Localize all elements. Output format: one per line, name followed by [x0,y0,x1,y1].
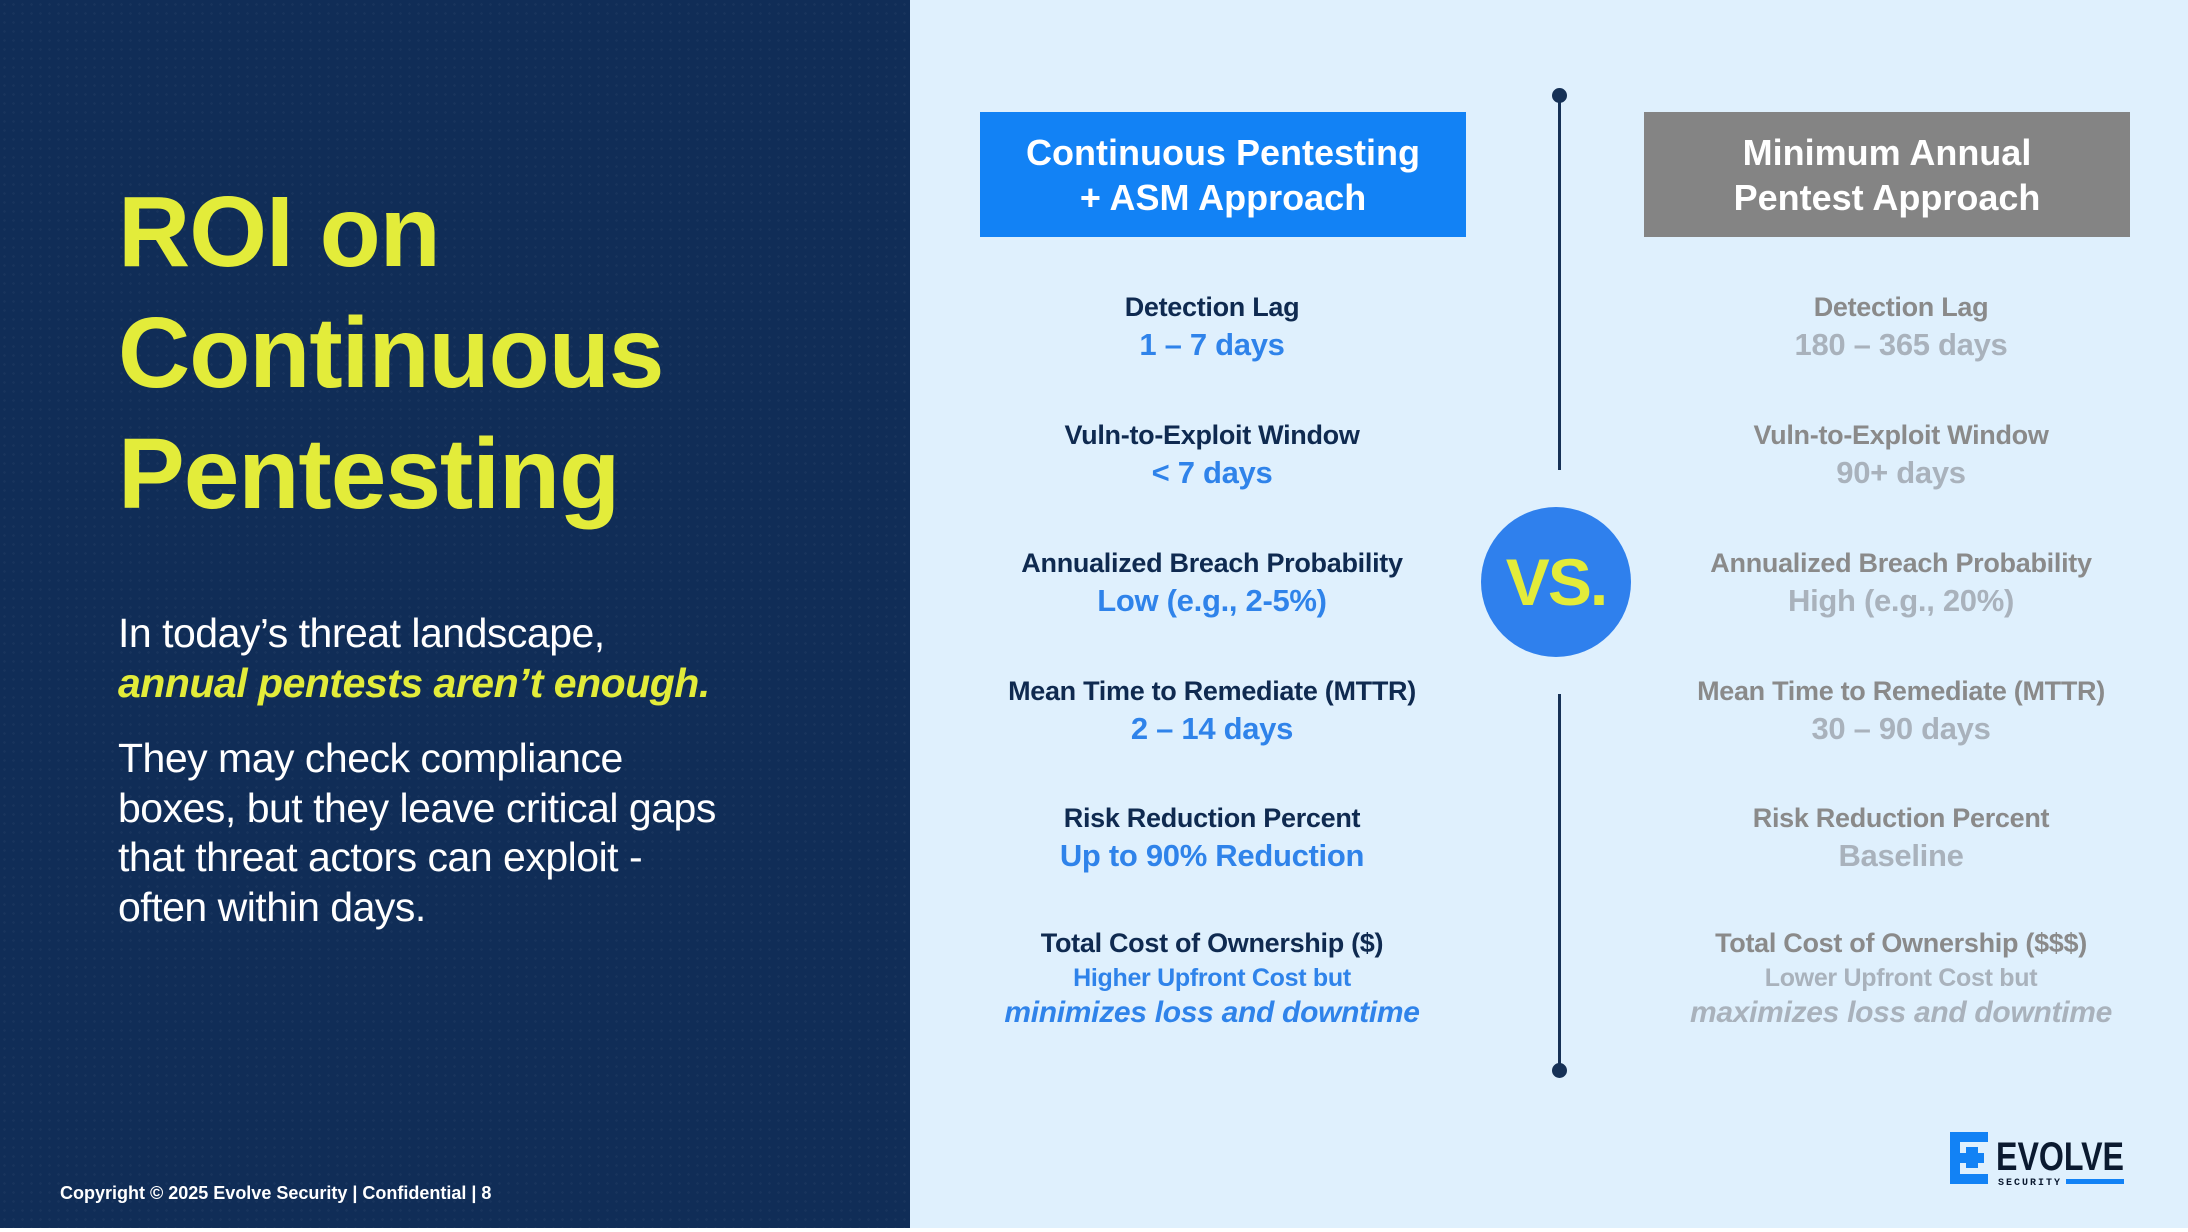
header-line: Continuous Pentesting [1026,131,1420,173]
divider-bottom-dot [1552,1063,1567,1078]
intro-text: In today’s threat landscape, annual pent… [118,608,838,708]
metric-value: 90+ days [1836,455,1966,490]
metric-breach-probability-continuous: Annualized Breach Probability Low (e.g.,… [952,545,1472,620]
metric-label: Annualized Breach Probability [1021,548,1403,578]
metric-sub: Lower Upfront Cost but [1764,964,2038,992]
evolve-logo-icon [1950,1132,1988,1184]
metric-exploit-window-continuous: Vuln-to-Exploit Window < 7 days [952,417,1472,492]
metric-label: Risk Reduction Percent [1752,803,2050,833]
metric-label: Total Cost of Ownership ($) [1040,928,1384,958]
annual-approach-header: Minimum Annual Pentest Approach [1644,112,2130,237]
metric-value: Baseline [1838,838,1964,873]
header-line: + ASM Approach [1079,176,1367,218]
intro-line: In today’s threat landscape, [118,610,605,656]
body-text: They may check compliance boxes, but the… [118,734,838,932]
logo-underline [2066,1179,2124,1184]
metric-breach-probability-annual: Annualized Breach Probability High (e.g.… [1641,545,2161,620]
header-line: Minimum Annual [1742,131,2032,173]
left-panel: ROI on Continuous Pentesting In today’s … [0,0,910,1228]
copyright-footer: Copyright © 2025 Evolve Security | Confi… [60,1183,492,1203]
metric-label: Vuln-to-Exploit Window [1753,420,2049,450]
metric-risk-reduction-annual: Risk Reduction Percent Baseline [1641,800,2161,875]
metric-value: 180 – 365 days [1794,327,2008,362]
metric-value: Low (e.g., 2-5%) [1097,583,1327,618]
metric-value: 30 – 90 days [1811,711,1991,746]
metric-emphasis: minimizes loss and downtime [1004,996,1420,1029]
title-line: ROI on [118,176,441,288]
continuous-approach-header: Continuous Pentesting + ASM Approach [980,112,1466,237]
vs-label: VS. [1505,545,1608,619]
metric-label: Risk Reduction Percent [1063,803,1361,833]
metric-detection-lag-annual: Detection Lag 180 – 365 days [1641,289,2161,364]
logo-tagline: SECURITY [1998,1178,2062,1187]
header-line: Pentest Approach [1733,176,2041,218]
divider-line-upper [1558,95,1561,470]
metric-label: Annualized Breach Probability [1710,548,2092,578]
metric-label: Mean Time to Remediate (MTTR) [1697,676,2105,706]
title-line: Continuous [118,297,664,409]
metric-tco-continuous: Total Cost of Ownership ($) Higher Upfro… [952,925,1472,1032]
body-line: They may check compliance [118,735,623,781]
metric-mttr-continuous: Mean Time to Remediate (MTTR) 2 – 14 day… [952,673,1472,748]
metric-value: High (e.g., 20%) [1787,583,2014,618]
logo-wordmark: EVOLVE [1996,1135,2124,1179]
title-line: Pentesting [118,418,620,530]
metric-detection-lag-continuous: Detection Lag 1 – 7 days [952,289,1472,364]
intro-highlight: annual pentests aren’t enough. [118,660,710,706]
metric-exploit-window-annual: Vuln-to-Exploit Window 90+ days [1641,417,2161,492]
metric-sub: Higher Upfront Cost but [1073,964,1351,992]
metric-value: 2 – 14 days [1130,711,1294,746]
evolve-logo: EVOLVE SECURITY [1950,1132,2124,1187]
metric-risk-reduction-continuous: Risk Reduction Percent Up to 90% Reducti… [952,800,1472,875]
bottom-strip [0,1228,2188,1232]
divider-line-lower [1558,694,1561,1071]
metric-value: 1 – 7 days [1139,327,1285,362]
body-line: boxes, but they leave critical gaps [118,784,716,831]
metric-tco-annual: Total Cost of Ownership ($$$) Lower Upfr… [1641,925,2161,1032]
metric-label: Mean Time to Remediate (MTTR) [1008,676,1416,706]
body-line: often within days. [118,883,426,930]
metric-label: Detection Lag [1124,292,1300,322]
slide-title: ROI on Continuous Pentesting [118,172,664,535]
metric-mttr-annual: Mean Time to Remediate (MTTR) 30 – 90 da… [1641,673,2161,748]
metric-value: < 7 days [1151,455,1273,490]
body-line: that threat actors can exploit - [118,834,643,880]
metric-label: Vuln-to-Exploit Window [1064,420,1360,450]
vs-badge: VS. [1481,507,1631,657]
metric-label: Detection Lag [1813,292,1989,322]
metric-label: Total Cost of Ownership ($$$) [1715,928,2087,958]
metric-emphasis: maximizes loss and downtime [1689,996,2113,1029]
metric-value: Up to 90% Reduction [1059,838,1365,873]
